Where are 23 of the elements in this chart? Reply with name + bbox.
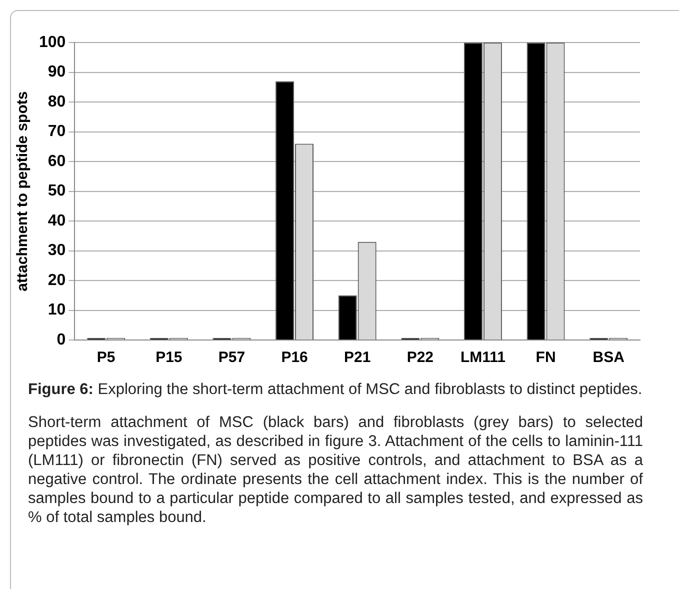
x-tick-label: P5 <box>96 349 116 366</box>
y-axis-title: attachment to peptide spots <box>14 91 32 292</box>
y-tick-label: 60 <box>48 152 66 170</box>
x-tick-label: LM111 <box>460 349 506 366</box>
y-tick-label: 40 <box>48 212 66 230</box>
y-tick-label: 100 <box>38 34 66 52</box>
x-tick-label: P16 <box>281 349 308 366</box>
caption: Figure 6: Exploring the short-term attachment of MSC and fibroblasts to distinct peptides. <box>28 380 643 399</box>
y-tick-label: 70 <box>48 123 66 140</box>
y-tick-label: 50 <box>48 182 66 200</box>
y-tick-label: 10 <box>48 302 66 319</box>
x-tick-label: P57 <box>218 349 246 366</box>
x-tick-label: FN <box>536 349 556 366</box>
x-tick-label: P15 <box>156 349 182 366</box>
text: Short-term attachment of MSC (black bars) and fibroblasts (grey bars) to selected peptides was investigated, as described in figure 3. Attachment of the cells to laminin-111 (LM111) or fibronectin (FN) served as positive controls, and attachment to BSA as a negative control. The ordinate presents the cell attachment index. This is the number of samples bound to a particular peptide compared to all samples tested, and expressed as % of total samples bound. <box>28 413 643 527</box>
y-tick-label: 90 <box>48 64 66 81</box>
x-tick-label: P22 <box>406 349 434 366</box>
y-tick-label: 80 <box>48 93 66 110</box>
y-tick-label: 30 <box>48 242 66 260</box>
x-tick-label: P21 <box>344 349 371 366</box>
x-tick-label: BSA <box>592 349 625 366</box>
y-tick-label: 0 <box>56 331 66 348</box>
y-tick-label: 20 <box>48 272 66 289</box>
